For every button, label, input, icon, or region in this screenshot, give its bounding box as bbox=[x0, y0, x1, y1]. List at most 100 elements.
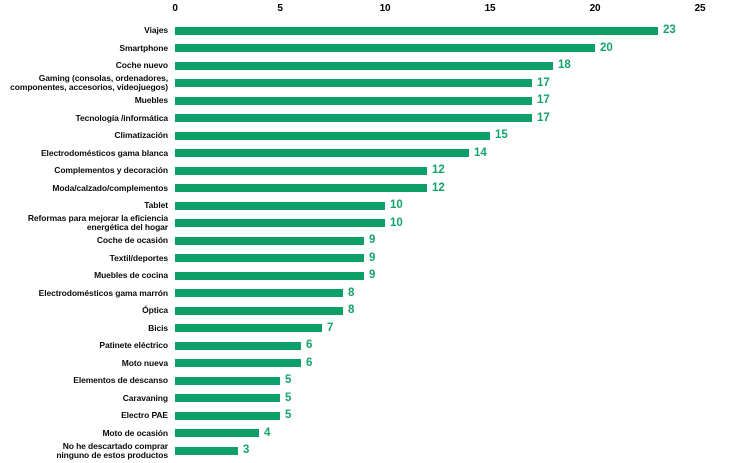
category-label: Complementos y decoración bbox=[54, 165, 168, 176]
bar-area: 23 bbox=[175, 22, 700, 40]
bar bbox=[175, 114, 532, 123]
bar-area: 9 bbox=[175, 267, 700, 285]
category-label: Coche de ocasión bbox=[96, 235, 168, 246]
x-axis-tick: 0 bbox=[172, 3, 178, 14]
category-label: No he descartado comprar ninguno de esto… bbox=[56, 440, 168, 460]
bar-row: Moda/calzado/complementos 12 bbox=[0, 180, 741, 198]
bar-area: 8 bbox=[175, 302, 700, 320]
bar-area: 9 bbox=[175, 232, 700, 250]
category-label: Viajes bbox=[144, 25, 168, 36]
bar-row: Electrodomésticos gama marrón 8 bbox=[0, 285, 741, 303]
bar-area: 20 bbox=[175, 40, 700, 58]
category-label: Muebles bbox=[134, 95, 168, 106]
value-label: 8 bbox=[348, 286, 355, 299]
bar-area: 17 bbox=[175, 75, 700, 93]
category-label: Elementos de descanso bbox=[73, 375, 168, 386]
bar-row: Patinete eléctrico 6 bbox=[0, 337, 741, 355]
bar bbox=[175, 429, 259, 438]
bar-area: 12 bbox=[175, 162, 700, 180]
bar-row: Electrodomésticos gama blanca 14 bbox=[0, 145, 741, 163]
bar-row: Coche nuevo 18 bbox=[0, 57, 741, 75]
category-label: Climatización bbox=[114, 130, 169, 141]
bar-row: Textil/deportes 9 bbox=[0, 250, 741, 268]
bar-row: Moto nueva 6 bbox=[0, 355, 741, 373]
value-label: 10 bbox=[390, 199, 403, 212]
bar-area: 15 bbox=[175, 127, 700, 145]
bar-area: 9 bbox=[175, 250, 700, 268]
bar-row: Moto de ocasión 4 bbox=[0, 425, 741, 443]
value-label: 23 bbox=[663, 24, 676, 37]
bar bbox=[175, 289, 343, 298]
value-label: 6 bbox=[306, 339, 313, 352]
value-label: 5 bbox=[285, 374, 292, 387]
bar bbox=[175, 341, 301, 350]
bar-row: Coche de ocasión 9 bbox=[0, 232, 741, 250]
category-label: Textil/deportes bbox=[109, 252, 168, 263]
bar bbox=[175, 131, 490, 140]
value-label: 7 bbox=[327, 321, 334, 334]
bar-area: 7 bbox=[175, 320, 700, 338]
category-label: Tablet bbox=[144, 200, 168, 211]
category-label: Patinete eléctrico bbox=[99, 340, 168, 351]
bar-area: 4 bbox=[175, 425, 700, 443]
bar-area: 5 bbox=[175, 390, 700, 408]
bar-area: 6 bbox=[175, 355, 700, 373]
bar-area: 17 bbox=[175, 110, 700, 128]
value-label: 14 bbox=[474, 146, 487, 159]
bar-row: Viajes 23 bbox=[0, 22, 741, 40]
bar bbox=[175, 446, 238, 455]
value-label: 5 bbox=[285, 409, 292, 422]
value-label: 17 bbox=[537, 111, 550, 124]
bar-row: Óptica 8 bbox=[0, 302, 741, 320]
value-label: 9 bbox=[369, 269, 376, 282]
category-label: Tecnología /informática bbox=[75, 112, 169, 123]
chart-rows: Viajes 23 Smartphone 20 Coche nuevo 18 G… bbox=[0, 22, 741, 460]
bar bbox=[175, 376, 280, 385]
bar bbox=[175, 271, 364, 280]
bar-area: 12 bbox=[175, 180, 700, 198]
bar-row: Elementos de descanso 5 bbox=[0, 372, 741, 390]
bar-row: Tablet 10 bbox=[0, 197, 741, 215]
value-label: 17 bbox=[537, 76, 550, 89]
bar-area: 10 bbox=[175, 215, 700, 233]
category-label: Electrodomésticos gama marrón bbox=[38, 287, 168, 298]
value-label: 3 bbox=[243, 444, 250, 457]
value-label: 17 bbox=[537, 94, 550, 107]
bar bbox=[175, 394, 280, 403]
value-label: 12 bbox=[432, 181, 445, 194]
bar bbox=[175, 166, 427, 175]
category-label: Electro PAE bbox=[121, 410, 168, 421]
category-label: Caravaning bbox=[122, 392, 168, 403]
category-label: Smartphone bbox=[119, 42, 168, 53]
x-axis-tick: 20 bbox=[589, 3, 601, 14]
bar bbox=[175, 149, 469, 158]
x-axis-tick: 15 bbox=[484, 3, 496, 14]
category-label: Coche nuevo bbox=[115, 60, 168, 71]
value-label: 10 bbox=[390, 216, 403, 229]
x-axis-tick: 25 bbox=[694, 3, 706, 14]
bar bbox=[175, 411, 280, 420]
category-label: Electrodomésticos gama blanca bbox=[40, 147, 168, 158]
bar bbox=[175, 184, 427, 193]
category-label: Reformas para mejorar la eficiencia ener… bbox=[27, 213, 168, 233]
bar bbox=[175, 219, 385, 228]
bar-row: Muebles 17 bbox=[0, 92, 741, 110]
bar-row: Electro PAE 5 bbox=[0, 407, 741, 425]
bar-row: No he descartado comprar ninguno de esto… bbox=[0, 440, 741, 460]
bar-row: Smartphone 20 bbox=[0, 40, 741, 58]
bar-area: 3 bbox=[175, 442, 700, 460]
bar bbox=[175, 44, 595, 53]
bar-area: 5 bbox=[175, 372, 700, 390]
category-label: Moto nueva bbox=[121, 357, 168, 368]
x-axis-tick: 5 bbox=[277, 3, 283, 14]
value-label: 9 bbox=[369, 251, 376, 264]
x-axis: 0 5 10 15 20 25 bbox=[172, 0, 705, 22]
bar-area: 6 bbox=[175, 337, 700, 355]
bar-row: Caravaning 5 bbox=[0, 390, 741, 408]
category-label: Gaming (consolas, ordenadores, component… bbox=[10, 73, 168, 93]
bar-area: 5 bbox=[175, 407, 700, 425]
category-label: Moda/calzado/complementos bbox=[52, 182, 168, 193]
value-label: 6 bbox=[306, 356, 313, 369]
value-label: 5 bbox=[285, 391, 292, 404]
